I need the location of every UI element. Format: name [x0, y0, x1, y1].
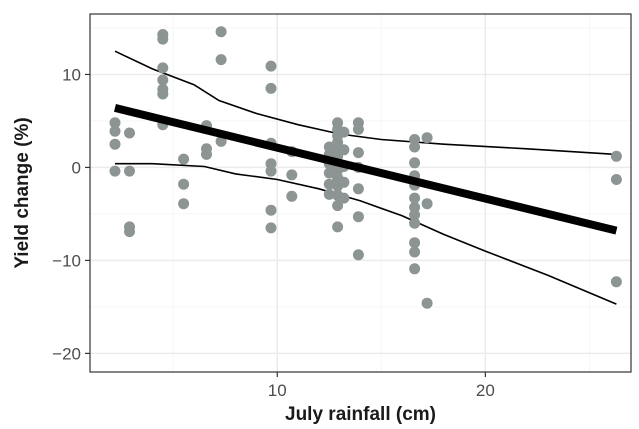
data-point: [421, 132, 433, 144]
x-tick-label: 20: [476, 381, 495, 400]
y-tick-label: −10: [52, 251, 81, 270]
data-point: [352, 123, 364, 135]
data-point: [124, 226, 135, 238]
data-point: [323, 188, 335, 200]
data-point: [157, 62, 169, 74]
data-point: [157, 88, 169, 100]
axes: 10 20 −20 −10 0 10: [52, 65, 495, 400]
data-point: [338, 192, 350, 204]
data-point: [265, 204, 277, 216]
data-point: [409, 246, 421, 258]
data-point: [338, 176, 350, 188]
data-point: [352, 147, 364, 159]
data-points: [109, 26, 622, 309]
data-point: [332, 221, 344, 233]
lower-confidence-line: [115, 162, 617, 305]
data-point: [352, 211, 364, 223]
data-point: [332, 200, 344, 212]
y-tick-label: 10: [62, 65, 81, 84]
data-point: [409, 237, 421, 249]
data-point: [265, 60, 277, 72]
data-point: [421, 297, 433, 309]
data-point: [265, 165, 277, 177]
data-point: [215, 26, 227, 38]
data-point: [352, 183, 364, 195]
data-point: [352, 249, 364, 261]
y-axis-title: Yield change (%): [12, 117, 33, 268]
y-tick-label: 0: [72, 158, 81, 177]
data-point: [338, 126, 350, 138]
data-point: [109, 138, 121, 150]
y-tick-label: −20: [52, 344, 81, 363]
x-axis-title: July rainfall (cm): [285, 404, 436, 425]
data-point: [109, 117, 121, 129]
upper-confidence-line: [114, 50, 617, 156]
data-point: [265, 82, 277, 94]
data-point: [409, 141, 421, 153]
data-point: [157, 33, 169, 45]
data-point: [265, 222, 277, 234]
data-point: [409, 192, 421, 204]
data-point: [409, 263, 421, 275]
panel-border: [89, 13, 632, 373]
data-point: [124, 165, 135, 177]
regression-line: [114, 104, 618, 235]
data-point: [124, 127, 135, 139]
data-point: [421, 198, 433, 210]
x-tick-label: 10: [268, 381, 287, 400]
data-point: [323, 178, 335, 190]
data-point: [286, 190, 298, 202]
data-point: [157, 74, 169, 86]
data-point: [109, 165, 121, 177]
data-point: [409, 157, 421, 169]
data-point: [338, 144, 350, 156]
data-point: [409, 217, 421, 229]
data-point: [109, 125, 121, 137]
data-point: [610, 174, 622, 185]
data-point: [610, 150, 622, 162]
data-point: [610, 276, 622, 288]
data-point: [178, 178, 190, 190]
data-point: [323, 167, 335, 179]
fit-line: [114, 104, 618, 235]
data-point: [178, 153, 190, 165]
data-point: [178, 198, 190, 210]
data-point: [215, 54, 227, 66]
data-point: [201, 148, 212, 160]
confidence-band: [114, 50, 617, 305]
data-point: [409, 209, 421, 221]
data-point: [286, 169, 298, 181]
